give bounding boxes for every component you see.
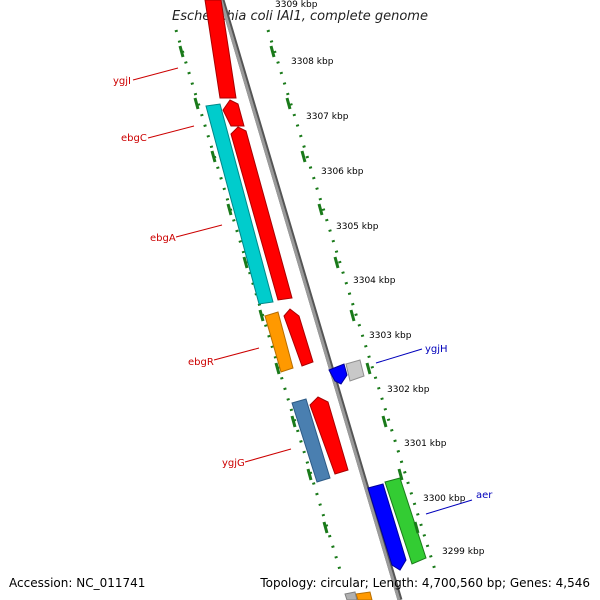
ruler-right-dots — [266, 29, 437, 571]
accession-text: Accession: NC_011741 — [9, 576, 146, 590]
cds-feature — [384, 477, 427, 565]
cds-feature — [344, 591, 358, 600]
tick-label: 3299 kbp — [442, 547, 485, 557]
cds-feature — [309, 396, 349, 475]
callout-line — [244, 448, 292, 463]
gene-label-ygjH: ygjH — [425, 344, 448, 355]
feature-bars — [204, 0, 427, 600]
callout-line — [147, 125, 195, 139]
gene-label-aer: aer — [476, 490, 493, 501]
tick-label: 3306 kbp — [321, 167, 364, 177]
ruler-major-ticks — [178, 45, 420, 534]
cds-feature — [264, 311, 294, 373]
callout-line — [375, 348, 423, 364]
tick-label: 3305 kbp — [336, 222, 379, 232]
gene-label-ygjG: ygjG — [222, 458, 245, 469]
tick-label: 3301 kbp — [404, 439, 447, 449]
map-title: Escherichia coli IAI1, complete genome — [172, 9, 428, 24]
cds-feature — [328, 363, 348, 385]
callout-line — [132, 67, 179, 81]
cds-feature — [355, 591, 373, 600]
gene-callouts: ygjI ebgC ebgA ebgR ygjG ygjH aer — [113, 67, 493, 515]
tick-label: 3302 kbp — [387, 385, 430, 395]
cds-feature — [345, 359, 365, 382]
cds-feature — [367, 483, 407, 571]
tick-label: 3304 kbp — [353, 276, 396, 286]
backbone-line — [219, 0, 401, 600]
tick-label: 3303 kbp — [369, 331, 412, 341]
gene-label-ebgC: ebgC — [121, 133, 147, 144]
cds-feature — [283, 308, 314, 367]
cds-feature — [230, 126, 293, 301]
tick-labels: 3309 kbp 3308 kbp 3307 kbp 3306 kbp 3305… — [275, 0, 485, 557]
callout-line — [175, 224, 223, 238]
tick-label: 3300 kbp — [423, 494, 466, 504]
cds-feature — [204, 0, 237, 99]
cds-feature — [205, 103, 274, 305]
gene-label-ebgR: ebgR — [188, 357, 214, 368]
tick-label: 3308 kbp — [291, 57, 334, 67]
gene-label-ebgA: ebgA — [150, 233, 176, 244]
callout-line — [425, 499, 473, 515]
callout-line — [213, 347, 260, 361]
tick-label: 3309 kbp — [275, 0, 318, 10]
cds-feature — [222, 99, 245, 127]
cds-feature — [291, 398, 331, 483]
genome-summary-text: Topology: circular; Length: 4,700,560 bp… — [260, 576, 590, 590]
gene-label-ygjI: ygjI — [113, 76, 131, 87]
tick-label: 3307 kbp — [306, 112, 349, 122]
